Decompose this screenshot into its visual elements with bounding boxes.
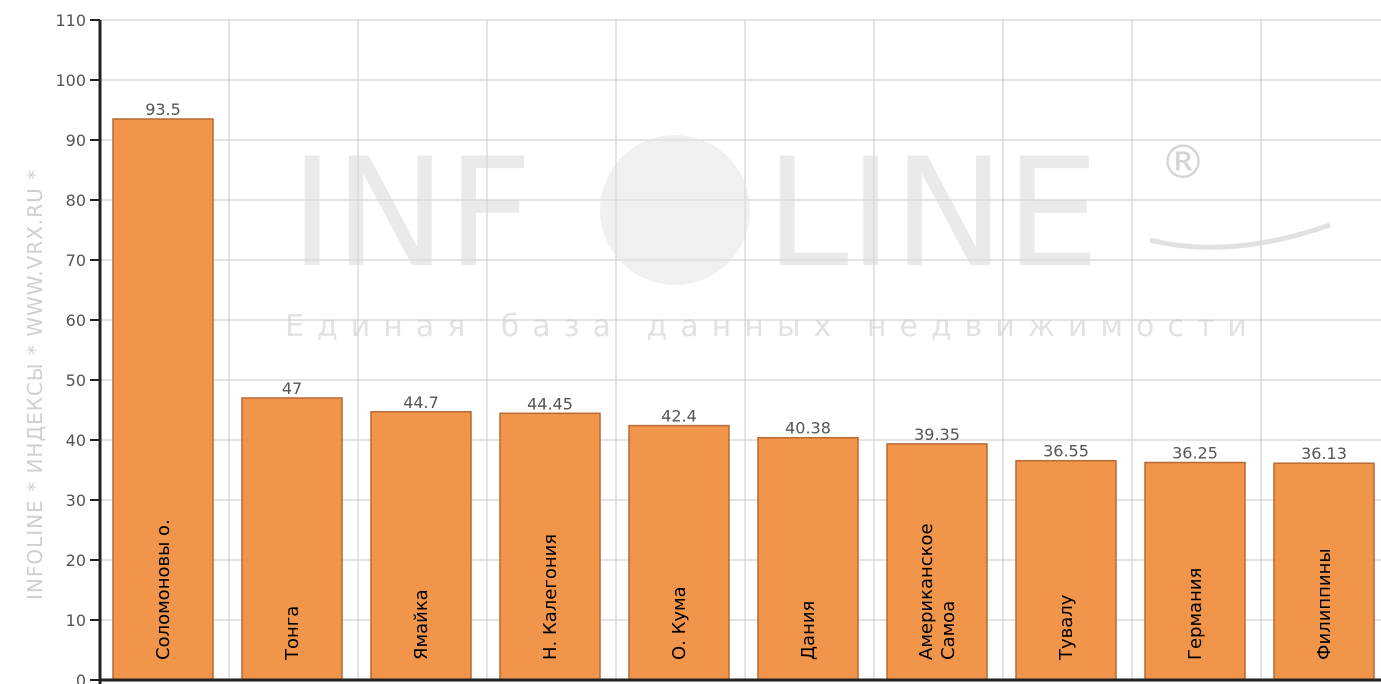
y-tick-label: 100 <box>55 71 86 90</box>
y-tick-label: 0 <box>76 671 86 684</box>
value-label: 36.25 <box>1172 444 1218 463</box>
value-label: 47 <box>282 379 302 398</box>
y-tick-label: 40 <box>66 431 86 450</box>
labels: 0 10 20 30 40 50 60 70 80 90 100 110 93.5 Соломоновы … <box>55 11 1346 684</box>
y-tick-label: 30 <box>66 491 86 510</box>
category-label: О. Кума <box>669 586 690 660</box>
category-label: Ямайка <box>411 589 432 660</box>
category-label: Тувалу <box>1056 594 1077 661</box>
y-tick-label: 10 <box>66 611 86 630</box>
value-label: 44.45 <box>527 394 573 413</box>
value-label: 42.4 <box>661 407 697 426</box>
bars <box>112 118 1375 681</box>
axes <box>90 19 1381 684</box>
category-label-group: Тувалу <box>1056 594 1077 661</box>
bar <box>757 436 859 681</box>
category-label-group: Н. Калегония <box>540 534 561 660</box>
bar <box>241 397 343 681</box>
category-label-group: Тонга <box>282 606 303 661</box>
watermark-registered-mark: ® <box>1160 135 1206 189</box>
y-tick-label: 110 <box>55 11 86 30</box>
category-label: Филиппины <box>1314 548 1335 660</box>
value-label: 93.5 <box>145 100 181 119</box>
category-label-group: О. Кума <box>669 586 690 660</box>
watermark-tagline: Единая база данных недвижимости <box>285 309 1260 344</box>
watermark-side-text: INFOLINE * ИНДЕКСЫ * WWW.VRX.RU * <box>23 169 47 600</box>
category-label: Германия <box>1185 568 1206 660</box>
bar <box>1273 462 1375 681</box>
category-label: Соломоновы о. <box>153 519 174 660</box>
grid-lines <box>100 19 1381 681</box>
category-label: Н. Калегония <box>540 534 561 660</box>
value-label: 36.55 <box>1043 442 1089 461</box>
category-label-group: Германия <box>1185 568 1206 660</box>
watermark-globe-icon <box>600 135 750 285</box>
value-label: 39.35 <box>914 425 960 444</box>
watermark-swoosh-icon <box>1149 222 1331 250</box>
y-tick-label: 90 <box>66 131 86 150</box>
category-label-group: Соломоновы о. <box>153 519 174 660</box>
watermark-brand-right: LINE <box>765 127 1100 301</box>
bar <box>112 118 214 681</box>
category-label: Самоа <box>938 601 959 660</box>
bar <box>886 443 988 681</box>
bar <box>370 411 472 681</box>
bar <box>499 412 601 681</box>
category-label-group: Дания <box>798 601 819 660</box>
y-tick-label: 50 <box>66 371 86 390</box>
category-label-group: Филиппины <box>1314 548 1335 660</box>
value-label: 40.38 <box>785 419 831 438</box>
y-tick-label: 80 <box>66 191 86 210</box>
y-tick-label: 60 <box>66 311 86 330</box>
category-label: Американское <box>916 523 937 660</box>
category-label-group: Американское Самоа <box>916 523 959 660</box>
y-tick-label: 70 <box>66 251 86 270</box>
watermark: INF LINE Единая база данных недвижимости… <box>23 127 1331 600</box>
category-label: Дания <box>798 601 819 660</box>
bar <box>1015 459 1117 681</box>
bar <box>1144 461 1246 681</box>
category-label: Тонга <box>282 606 303 661</box>
y-tick-label: 20 <box>66 551 86 570</box>
value-label: 36.13 <box>1301 444 1347 463</box>
category-label-group: Ямайка <box>411 589 432 660</box>
watermark-brand-left: INF <box>290 127 533 301</box>
value-label: 44.7 <box>403 393 439 412</box>
